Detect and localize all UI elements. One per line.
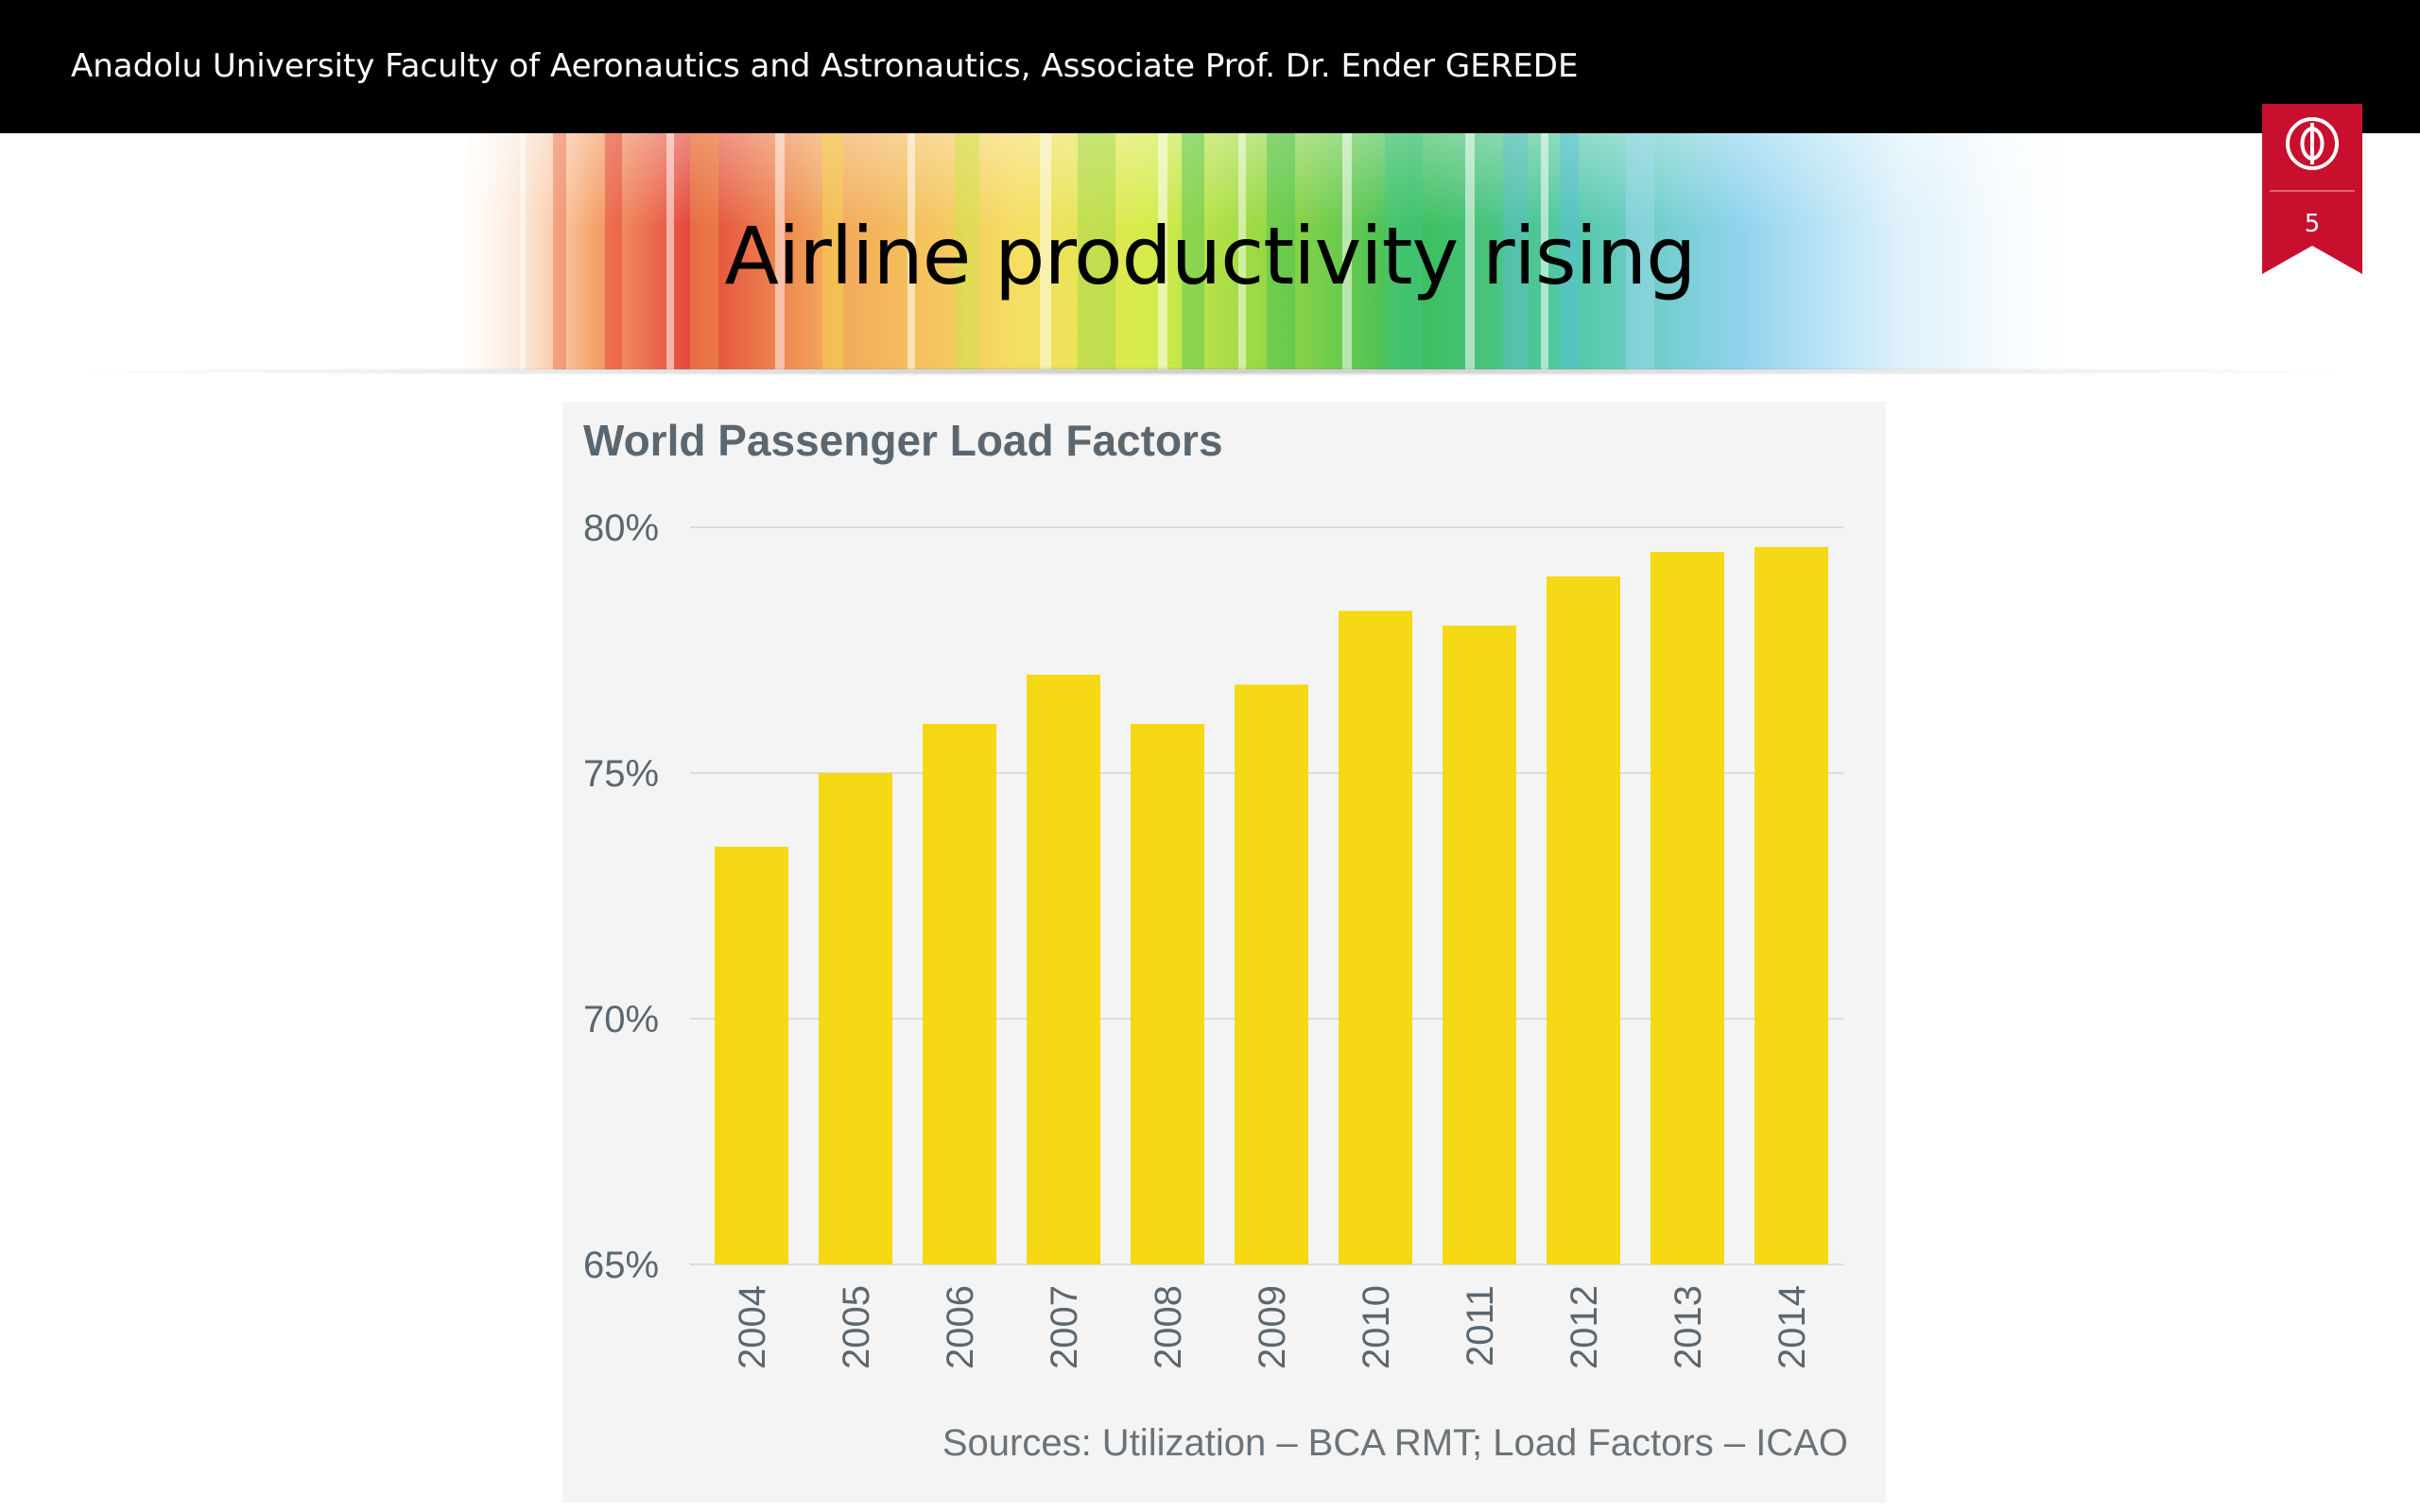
bar-2006 [923,724,996,1264]
university-logo-icon [2286,117,2339,170]
bar-2009 [1235,684,1308,1264]
header-bar: Anadolu University Faculty of Aeronautic… [0,0,2420,133]
bar-2005 [819,773,892,1264]
chart-source: Sources: Utilization – BCA RMT; Load Fac… [942,1422,1848,1464]
x-tick-label: 2013 [1668,1285,1709,1369]
bar-2007 [1027,675,1100,1264]
bar-2008 [1131,724,1204,1264]
x-tick-label: 2012 [1564,1285,1605,1369]
page-badge: 5 [2262,104,2362,274]
x-tick-label: 2006 [940,1285,981,1369]
page-number: 5 [2304,210,2321,238]
chart-title: World Passenger Load Factors [583,416,1223,465]
title-divider [38,367,2382,376]
x-tick-label: 2009 [1252,1285,1293,1369]
bar-2011 [1443,626,1516,1264]
x-tick-label: 2014 [1772,1285,1813,1369]
bar-chart: 65% 70% 75% 80% 2004 2005 2006 2007 2008 2009 2010… [583,507,1843,1369]
chart-panel: 65% 70% 75% 80% 2004 2005 2006 2007 2008 2009 2010… [562,402,1886,1503]
x-tick-label: 2007 [1044,1285,1085,1369]
bar-2010 [1339,610,1412,1264]
spectrum-banner [463,133,2099,369]
x-tick-label: 2011 [1460,1285,1501,1366]
y-tick-label: 65% [583,1245,659,1286]
x-tick-label: 2008 [1148,1285,1189,1369]
y-tick-label: 75% [583,753,659,795]
y-tick-label: 70% [583,999,659,1040]
bar-2014 [1754,546,1828,1264]
y-tick-label: 80% [583,507,659,549]
slide-title: Airline productivity rising [724,210,1697,302]
x-tick-label: 2005 [836,1285,877,1369]
x-tick-label: 2004 [732,1285,773,1369]
bar-2013 [1651,552,1724,1264]
bar-2012 [1547,576,1620,1264]
bar-2004 [715,847,788,1264]
x-tick-label: 2010 [1356,1285,1397,1369]
header-text: Anadolu University Faculty of Aeronautic… [71,47,1579,85]
